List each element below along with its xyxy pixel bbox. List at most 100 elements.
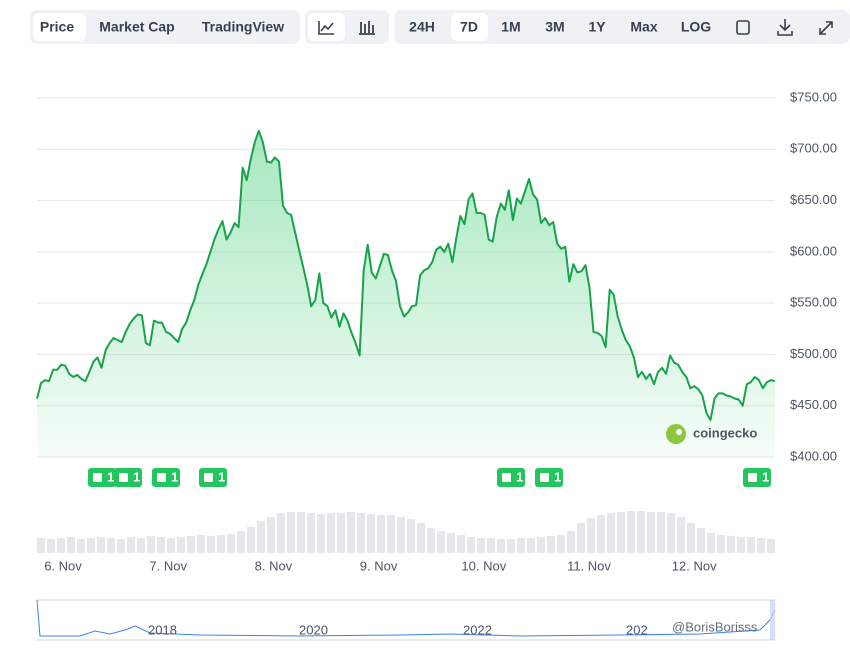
navigator-line (36, 599, 776, 637)
volume-bar (167, 538, 175, 553)
logo (666, 424, 686, 444)
volume-bar (517, 538, 525, 553)
volume-bar (677, 517, 685, 553)
price-line (36, 129, 776, 422)
range-button[interactable]: 24H (409, 19, 435, 35)
y-tick-label: $500.00 (790, 346, 837, 361)
volume-bar (67, 537, 75, 553)
volume-bar (257, 521, 265, 553)
volume-bar (487, 538, 495, 553)
volume-bar (527, 538, 535, 553)
volume-bar (377, 515, 385, 553)
volume-bar (737, 537, 745, 553)
volume-bar (427, 528, 435, 553)
volume-bar (357, 513, 365, 553)
news-count: 1 (171, 469, 178, 484)
volume-bar (87, 538, 95, 553)
credit-watermark: @BorisBorisss (672, 619, 758, 634)
volume-bar (727, 536, 735, 553)
volume-bar (97, 537, 105, 553)
volume-bar (597, 515, 605, 553)
volume-bar (567, 531, 575, 553)
volume-bar (277, 513, 285, 553)
range-button[interactable]: 7D (460, 19, 478, 35)
volume-bar (497, 539, 505, 553)
x-tick-label: 7. Nov (149, 558, 187, 573)
volume-bar (647, 512, 655, 553)
news-count: 1 (762, 469, 769, 484)
volume-bar (457, 535, 465, 553)
volume-bar (437, 531, 445, 553)
news-icon (502, 473, 511, 482)
view-button[interactable]: Market Cap (99, 19, 174, 35)
volume-bar (177, 537, 185, 553)
view-button[interactable]: Price (40, 19, 74, 35)
volume-bar (147, 536, 155, 553)
navigator-handle[interactable] (770, 600, 775, 640)
y-tick-label: $600.00 (790, 243, 837, 258)
volume-bar (547, 536, 555, 553)
volume-bar (247, 527, 255, 553)
volume-bar (157, 537, 165, 553)
view-button[interactable]: TradingView (202, 19, 284, 35)
volume-bar (297, 512, 305, 553)
volume-bar (307, 513, 315, 553)
volume-bar (227, 534, 235, 553)
range-button[interactable]: 1M (501, 19, 520, 35)
volume-bar (477, 538, 485, 553)
calendar-button[interactable] (736, 20, 750, 35)
volume-bar (337, 513, 345, 553)
volume-bar (77, 539, 85, 553)
volume-bar (747, 537, 755, 553)
volume-bar (347, 512, 355, 553)
x-tick-label: 8. Nov (255, 558, 293, 573)
view-group (30, 10, 300, 44)
volume-bar (407, 519, 415, 553)
volume-bar (607, 513, 615, 553)
news-icon (748, 473, 757, 482)
fullscreen-button[interactable] (819, 21, 833, 35)
volume-bar (37, 538, 45, 553)
volume-bar (127, 537, 135, 553)
volume-bar (537, 537, 545, 553)
x-tick-label: 6. Nov (44, 558, 82, 573)
volume-bar (417, 523, 425, 553)
volume-bar (397, 517, 405, 553)
download-button[interactable] (777, 19, 793, 36)
y-tick-label: $550.00 (790, 295, 837, 310)
news-count: 1 (516, 469, 523, 484)
news-count: 1 (218, 469, 225, 484)
y-tick-label: $450.00 (790, 397, 837, 412)
volume-bar (387, 515, 395, 553)
range-button[interactable]: 3M (545, 19, 564, 35)
range-button[interactable]: 1Y (588, 19, 606, 35)
volume-bar (327, 513, 335, 553)
range-button[interactable]: LOG (681, 19, 711, 35)
news-count: 1 (107, 469, 114, 484)
navigator-label: 202 (626, 622, 648, 637)
x-tick-label: 10. Nov (461, 558, 506, 573)
candle-chart-button[interactable] (359, 21, 375, 35)
volume-bar (237, 531, 245, 553)
volume-bar (707, 533, 715, 553)
news-icon (93, 473, 102, 482)
y-tick-label: $400.00 (790, 448, 837, 463)
volume-bar (687, 523, 695, 553)
volume-bar (717, 535, 725, 553)
news-icon (157, 473, 166, 482)
volume-bar (577, 523, 585, 553)
volume-bar (267, 517, 275, 553)
volume-bar (637, 511, 645, 553)
volume-bar (447, 533, 455, 553)
volume-bar (697, 528, 705, 553)
volume-bar (47, 539, 55, 553)
volume-bar (287, 512, 295, 553)
x-tick-label: 11. Nov (567, 558, 611, 573)
volume-bar (767, 539, 775, 553)
volume-bar (137, 538, 145, 553)
active-view (33, 13, 86, 41)
volume-bar (757, 538, 765, 553)
range-button[interactable]: Max (630, 19, 657, 35)
x-tick-label: 12. Nov (672, 558, 717, 573)
volume-bar (117, 539, 125, 553)
